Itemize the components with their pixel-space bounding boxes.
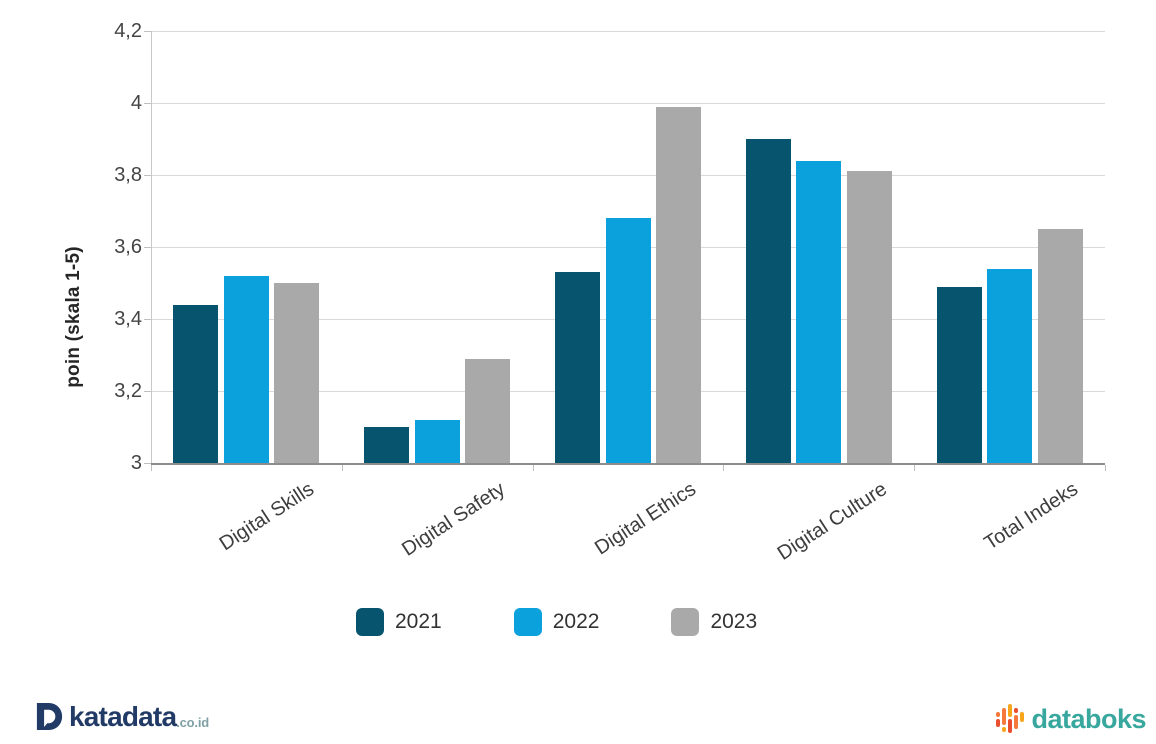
legend-swatch-2021 bbox=[356, 608, 384, 636]
gridline-4,2 bbox=[151, 31, 1105, 32]
bar-2022-digital-ethics bbox=[605, 218, 651, 463]
y-tick-label-4,2: 4,2 bbox=[114, 20, 142, 42]
legend-swatch-2022 bbox=[513, 608, 542, 636]
y-tick-label-4: 4 bbox=[130, 92, 142, 114]
databoks-logo: databoks bbox=[996, 700, 1146, 738]
bar-2021-digital-ethics bbox=[555, 272, 600, 463]
bar-2021-total-indeks bbox=[936, 286, 982, 463]
y-axis-tick-4 bbox=[144, 103, 151, 104]
bar-2022-total-indeks bbox=[987, 268, 1033, 463]
x-category-label-digital-skills: Digital Skills bbox=[215, 478, 319, 556]
katadata-wordmark: katadata bbox=[69, 701, 177, 732]
databoks-bars-icon bbox=[996, 700, 1028, 738]
katadata-logo: katadata .co.id bbox=[36, 702, 209, 731]
y-tick-label-3,2: 3,2 bbox=[114, 380, 142, 402]
x-axis-tick-5 bbox=[1105, 465, 1106, 471]
y-tick-label-3,4: 3,4 bbox=[114, 308, 142, 330]
legend-item-2023: 2023 bbox=[671, 608, 757, 636]
x-axis-tick-1 bbox=[341, 465, 343, 471]
y-tick-label-3,6: 3,6 bbox=[114, 236, 142, 258]
x-axis-tick-2 bbox=[532, 465, 534, 471]
legend-swatch-2023 bbox=[671, 608, 700, 636]
bar-2023-digital-skills bbox=[274, 283, 320, 463]
bar-2022-digital-culture bbox=[796, 160, 842, 463]
y-axis-tick-3,6 bbox=[144, 247, 151, 248]
bar-2023-digital-safety bbox=[465, 358, 511, 463]
x-category-label-digital-safety: Digital Safety bbox=[398, 478, 510, 561]
bar-2021-digital-safety bbox=[364, 427, 410, 463]
bar-2021-digital-culture bbox=[745, 139, 791, 463]
legend-item-2021: 2021 bbox=[356, 608, 442, 636]
gridline-4 bbox=[151, 103, 1105, 104]
bar-2021-digital-skills bbox=[173, 304, 219, 463]
x-category-label-digital-culture: Digital Culture bbox=[773, 478, 891, 565]
x-axis-tick-0 bbox=[151, 465, 152, 471]
y-tick-label-3,8: 3,8 bbox=[114, 164, 142, 186]
y-axis-tick-3 bbox=[144, 463, 151, 464]
x-axis-tick-3 bbox=[723, 465, 725, 471]
x-category-label-total-indeks: Total Indeks bbox=[980, 478, 1082, 555]
x-axis-line bbox=[151, 463, 1105, 465]
katadata-domain-suffix: .co.id bbox=[176, 715, 209, 730]
katadata-d-icon bbox=[36, 702, 63, 731]
legend-item-2022: 2022 bbox=[513, 608, 600, 636]
gridline-3,8 bbox=[151, 175, 1105, 176]
bar-2023-digital-ethics bbox=[656, 106, 701, 463]
y-axis-tick-4,2 bbox=[144, 31, 151, 32]
x-category-label-digital-ethics: Digital Ethics bbox=[591, 478, 700, 560]
bar-2023-digital-culture bbox=[846, 171, 892, 463]
legend-label-2022: 2022 bbox=[552, 610, 600, 633]
bar-2022-digital-skills bbox=[223, 275, 269, 463]
y-axis-tick-3,8 bbox=[144, 175, 151, 176]
legend-label-2023: 2023 bbox=[710, 610, 758, 633]
bar-2022-digital-safety bbox=[414, 419, 460, 463]
legend: 2021 2022 2023 bbox=[356, 608, 757, 636]
legend-label-2021: 2021 bbox=[395, 610, 442, 633]
x-axis-tick-4 bbox=[914, 465, 916, 471]
y-axis-line bbox=[151, 31, 152, 465]
y-axis-tick-3,4 bbox=[144, 319, 151, 320]
bar-2023-total-indeks bbox=[1037, 229, 1083, 463]
y-tick-label-3: 3 bbox=[130, 452, 142, 474]
y-axis-tick-3,2 bbox=[144, 391, 151, 392]
databoks-wordmark: databoks bbox=[1031, 703, 1146, 734]
